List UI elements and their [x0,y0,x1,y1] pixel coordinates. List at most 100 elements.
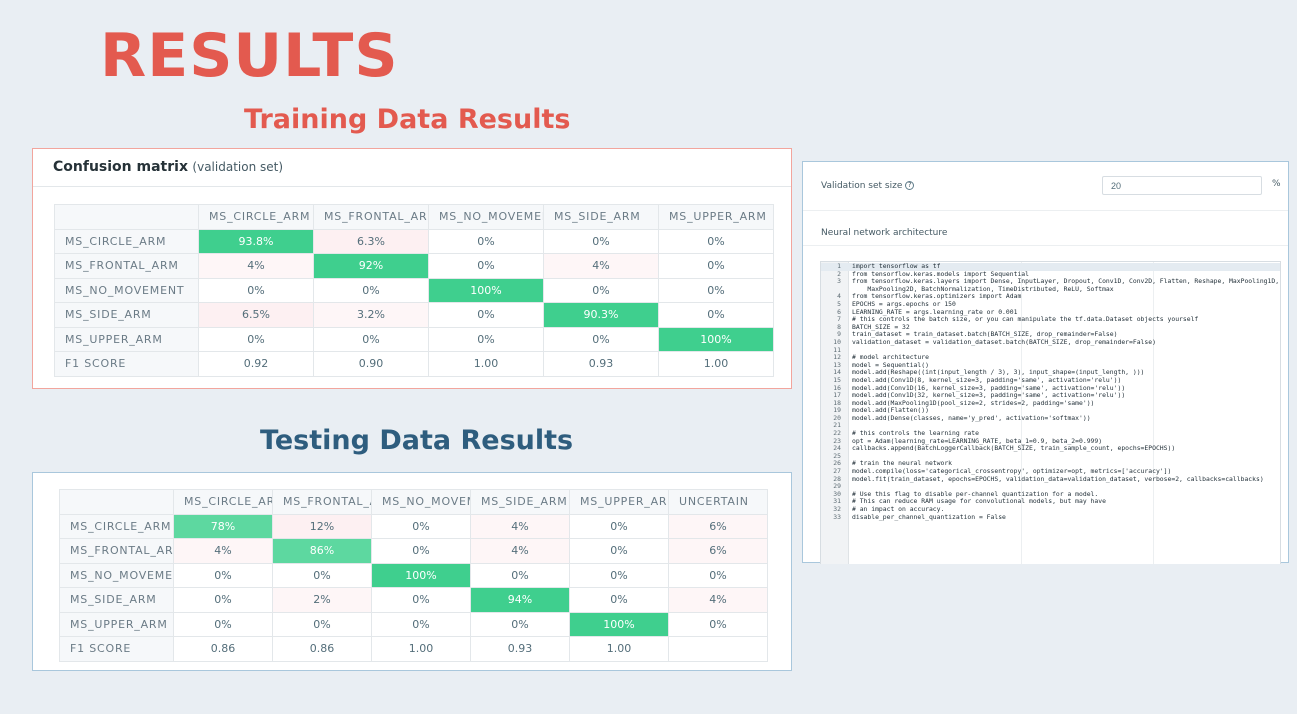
line-number: 14 [833,368,841,377]
code-text: model.add(Reshape((int(input_length / 3)… [852,368,1145,377]
table-row: MS_NO_MOVEMENT 0% 0% 100% 0% 0% 0% [59,562,768,588]
code-line: 9 train_dataset = train_dataset.batch(BAT… [821,331,1280,339]
f1-cell: 0.93 [470,636,570,662]
table-row: MS_FRONTAL_ARM 4% 86% 0% 4% 0% 6% [59,538,768,564]
code-text: from tensorflow.keras.optimizers import … [852,292,1022,301]
validation-set-size-label: Validation set size ? [821,181,915,191]
row-label: MS_FRONTAL_ARM [54,253,199,279]
training-heading: Training Data Results [244,104,571,135]
code-line: 17 model.add(Conv1D(32, kernel_size=3, pa… [821,391,1280,400]
help-icon[interactable]: ? [905,181,915,190]
matrix-cell: 0% [173,562,273,588]
code-text: model.compile(loss='categorical_crossent… [852,467,1172,476]
nn-architecture-label: Neural network architecture [821,228,948,238]
matrix-cell: 0% [470,611,570,637]
code-text: model.add(Flatten()) [852,406,929,415]
line-number: 25 [833,451,841,460]
table-header-row: MS_CIRCLE_ARM MS_FRONTAL_ARM MS_NO_MOVEM… [54,204,774,230]
line-number: 11 [833,345,841,354]
code-line: 22 # this controls the learning rate [821,429,1280,438]
code-line: 24 callbacks.append(BatchLoggerCallback(B… [821,445,1280,453]
table-row: MS_CIRCLE_ARM 93.8% 6.3% 0% 0% 0% [54,228,774,254]
matrix-cell: 0% [198,326,314,352]
confusion-matrix-header: Confusion matrix (validation set) [33,149,791,187]
f1-score-row: F1 SCORE 0.92 0.90 1.00 0.93 1.00 [54,351,774,377]
row-label: MS_FRONTAL_ARM [59,538,174,564]
matrix-cell: 0% [428,228,544,254]
column-header: UNCERTAIN [668,489,768,515]
code-line: 10 validation_dataset = validation_datase… [821,338,1280,347]
code-text: opt = Adam(learning_rate=LEARNING_RATE, … [852,436,1103,445]
row-label: MS_CIRCLE_ARM [54,228,199,254]
row-label: F1 SCORE [59,636,174,662]
table-row: MS_NO_MOVEMENT 0% 0% 100% 0% 0% [54,277,774,303]
code-text: # this controls the batch size, or you c… [852,315,1199,324]
matrix-cell: 0% [428,253,544,279]
matrix-cell: 0% [272,562,372,588]
code-text: model.fit(train_dataset, epochs=EPOCHS, … [852,474,1264,483]
line-number: 32 [833,505,841,513]
matrix-cell: 0% [569,538,669,564]
code-text: train_dataset = train_dataset.batch(BATC… [852,330,1118,339]
line-number: 27 [833,467,841,476]
indent-guide [1153,262,1154,564]
table-row: MS_SIDE_ARM 6.5% 3.2% 0% 90.3% 0% [54,302,774,328]
matrix-cell: 6% [668,538,768,564]
code-line: 6 LEARNING_RATE = args.learning_rate or 0… [821,307,1280,317]
row-label: MS_UPPER_ARM [54,326,199,352]
matrix-cell: 6.5% [198,302,314,328]
validation-set-size-input[interactable] [1102,176,1262,195]
code-line: MaxPooling2D, BatchNormalization, TimeDi… [821,285,1280,294]
line-number: 2 [837,269,841,278]
line-number: 7 [837,315,841,324]
code-text: model.add(Conv1D(16, kernel_size=3, padd… [852,383,1126,392]
line-number: 31 [833,497,841,506]
matrix-cell: 0% [272,611,372,637]
code-line: 16 model.add(Conv1D(16, kernel_size=3, pa… [821,383,1280,393]
f1-cell: 1.00 [569,636,669,662]
indent-guide [1021,262,1022,564]
row-label: MS_UPPER_ARM [59,611,174,637]
divider [803,245,1288,246]
matrix-cell: 0% [371,513,471,539]
code-line: 12 # model architecture [821,354,1280,362]
code-line: 1 import tensorflow as tf [821,262,1280,271]
line-number: 22 [833,429,841,438]
code-line: 21 [821,422,1280,430]
row-label: MS_SIDE_ARM [54,302,199,328]
divider [803,210,1288,211]
f1-cell: 1.00 [658,351,774,377]
testing-heading: Testing Data Results [260,425,574,456]
matrix-cell: 0% [371,587,471,613]
matrix-cell: 0% [470,562,570,588]
matrix-cell: 0% [658,228,774,254]
table-row: MS_UPPER_ARM 0% 0% 0% 0% 100% [54,326,774,352]
table-row: MS_FRONTAL_ARM 4% 92% 0% 4% 0% [54,253,774,279]
line-number: 15 [833,375,841,384]
f1-score-row: F1 SCORE 0.86 0.86 1.00 0.93 1.00 [59,636,768,662]
line-number: 24 [833,444,841,453]
matrix-cell: 2% [272,587,372,613]
matrix-cell: 0% [543,326,659,352]
matrix-cell: 6% [668,513,768,539]
line-number: 12 [833,353,841,362]
code-editor[interactable]: 1 import tensorflow as tf 2 from tensorflow… [820,261,1281,564]
line-number: 5 [837,299,841,308]
code-line: 3 from tensorflow.keras.layers import Den… [821,278,1280,286]
line-number: 29 [833,482,841,491]
code-line: 13 model = Sequential() [821,360,1280,370]
training-config-panel: Validation set size ? % Neural network a… [802,161,1289,564]
code-line: 20 model.add(Dense(classes, name='y_pred'… [821,414,1280,423]
testing-confusion-matrix-panel: MS_CIRCLE_ARM MS_FRONTAL_ARM MS_NO_MOVEM… [32,472,792,671]
code-line: 18 model.add(MaxPooling1D(pool_size=2, st… [821,399,1280,408]
code-line: 14 model.add(Reshape((int(input_length / … [821,369,1280,377]
line-number: 1 [837,262,841,270]
matrix-cell: 0% [658,302,774,328]
code-text: model = Sequential() [852,360,929,369]
line-number: 17 [833,391,841,400]
percent-unit: % [1272,179,1281,189]
code-text: LEARNING_RATE = args.learning_rate or 0.… [852,307,1018,316]
matrix-cell: 4% [543,253,659,279]
row-label: MS_NO_MOVEMENT [54,277,199,303]
code-line: 31 # This can reduce RAM usage for convol… [821,498,1280,506]
